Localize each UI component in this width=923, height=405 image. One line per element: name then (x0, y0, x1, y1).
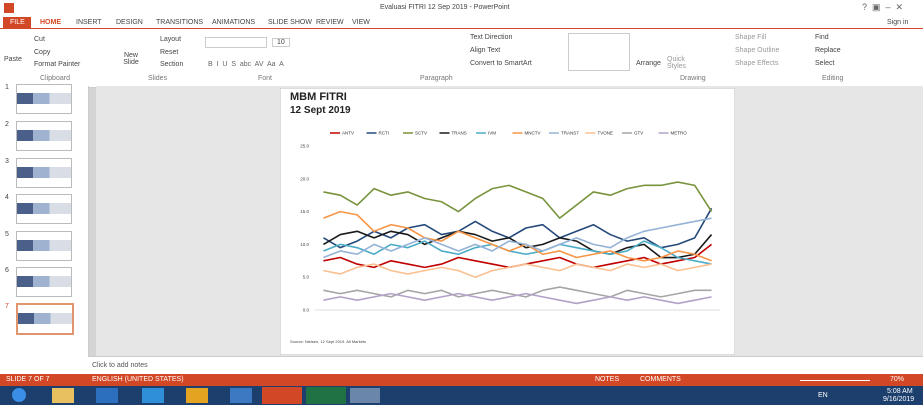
zoom-slider[interactable] (800, 380, 870, 381)
legend-label: IVM (488, 131, 496, 136)
ribbon-button[interactable]: Quick Styles (667, 56, 689, 70)
ribbon-button[interactable]: Shape Effects (735, 60, 778, 67)
ribbon-button[interactable]: Format Painter (34, 61, 80, 68)
status-comments[interactable]: COMMENTS (640, 376, 681, 383)
legend-label: TRANS (452, 131, 467, 136)
tab[interactable]: INSERT (76, 19, 102, 26)
taskbar-app[interactable] (142, 388, 164, 403)
taskbar-app[interactable] (186, 388, 208, 403)
ribbon-button[interactable]: Cut (34, 36, 45, 43)
tab[interactable]: SLIDE SHOW (268, 19, 312, 26)
tab[interactable]: ANIMATIONS (212, 19, 255, 26)
taskbar-time: 5:08 AM (887, 388, 913, 395)
font-size-box[interactable]: 10 (272, 38, 290, 47)
slide-thumbnail[interactable] (16, 303, 74, 335)
ribbon-button[interactable]: Shape Fill (735, 34, 766, 41)
status-notes[interactable]: NOTES (595, 376, 619, 383)
ribbon-button[interactable]: Section (160, 61, 183, 68)
taskbar-app[interactable] (350, 388, 380, 403)
status-slide: SLIDE 7 OF 7 (6, 376, 50, 383)
group-label: Editing (822, 75, 843, 82)
thumbnail-number: 4 (5, 194, 9, 201)
y-tick-label: 0.0 (303, 308, 310, 313)
slide-background (280, 88, 735, 355)
ribbon-button[interactable]: Replace (815, 47, 841, 54)
legend-label: TRANS7 (561, 131, 579, 136)
thumbnail-number: 3 (5, 158, 9, 165)
taskbar-app[interactable] (52, 388, 74, 403)
slide-thumbnail[interactable] (16, 84, 72, 114)
thumbnail-number: 1 (5, 84, 9, 91)
chart-source: Source: Nielsen, 12 Sept 2019. All Marke… (290, 339, 366, 344)
status-language[interactable]: ENGLISH (UNITED STATES) (92, 376, 184, 383)
ribbon-button[interactable]: New Slide (120, 52, 142, 66)
ribbon-button[interactable]: Copy (34, 49, 50, 56)
notes-pane[interactable] (88, 356, 923, 375)
ribbon-button[interactable]: Paste (4, 56, 22, 63)
legend-label: SCTV (415, 131, 427, 136)
slide-thumbnail[interactable] (16, 267, 72, 297)
slide-thumbnail[interactable] (16, 194, 72, 224)
font-buttons[interactable]: B I U S abc AV Aa A (208, 61, 284, 68)
font-box[interactable] (205, 37, 267, 48)
window-controls[interactable]: ? ▣ – ✕ (862, 2, 903, 13)
thumbnail-number: 7 (5, 303, 9, 310)
ribbon-button[interactable]: Text Direction (470, 34, 512, 41)
legend-label: METRO (671, 131, 688, 136)
status-zoom[interactable]: 70% (890, 376, 904, 383)
slide: MBM FITRI 12 Sept 2019 Source: Nielsen, … (280, 88, 735, 355)
tab[interactable]: DESIGN (116, 19, 143, 26)
tab[interactable]: HOME (40, 19, 61, 26)
y-tick-label: 25.0 (300, 144, 309, 149)
taskbar-app[interactable] (262, 387, 302, 404)
y-tick-label: 20.0 (300, 176, 309, 181)
ribbon-button[interactable]: Shape Outline (735, 47, 779, 54)
sign-in[interactable]: Sign in (887, 19, 908, 26)
app-icon (4, 3, 14, 13)
taskbar-app[interactable] (230, 388, 252, 403)
y-tick-label: 5.0 (303, 275, 310, 280)
ribbon-button[interactable]: Find (815, 34, 829, 41)
start-button[interactable] (12, 388, 26, 402)
slide-thumbnail[interactable] (16, 121, 72, 151)
thumbnail-number: 5 (5, 231, 9, 238)
tab[interactable]: REVIEW (316, 19, 344, 26)
taskbar-date: 9/16/2019 (883, 396, 914, 403)
thumbnail-number: 6 (5, 267, 9, 274)
legend-label: RCTI (379, 131, 390, 136)
ribbon-button[interactable]: Select (815, 60, 834, 67)
group-label: Font (258, 75, 272, 82)
thumbnail-number: 2 (5, 121, 9, 128)
taskbar-app[interactable] (306, 387, 346, 404)
y-tick-label: 10.0 (300, 242, 309, 247)
group-label: Slides (148, 75, 167, 82)
legend-label: GTV (634, 131, 643, 136)
shapes-gallery[interactable] (568, 33, 630, 71)
window-title: Evaluasi FITRI 12 Sep 2019 - PowerPoint (380, 4, 510, 11)
chart-title: MBM FITRI (290, 91, 347, 103)
ribbon-button[interactable]: Convert to SmartArt (470, 60, 532, 67)
slide-thumbnail[interactable] (16, 158, 72, 188)
powerpoint-window: Evaluasi FITRI 12 Sep 2019 - PowerPoint … (0, 0, 923, 405)
legend-label: TVONE (598, 131, 614, 136)
legend-label: ANTV (342, 131, 354, 136)
y-tick-label: 15.0 (300, 209, 309, 214)
ribbon-button[interactable]: Layout (160, 36, 181, 43)
tab[interactable]: VIEW (352, 19, 370, 26)
tab[interactable]: TRANSITIONS (156, 19, 203, 26)
group-label: Drawing (680, 75, 706, 82)
slide-thumbnail[interactable] (16, 231, 72, 261)
legend-label: MNCTV (525, 131, 541, 136)
group-label: Paragraph (420, 75, 453, 82)
chart-subtitle: 12 Sept 2019 (290, 105, 351, 116)
taskbar-language[interactable]: EN (818, 392, 828, 399)
notes-placeholder[interactable]: Click to add notes (92, 362, 148, 369)
ribbon-button[interactable]: Align Text (470, 47, 500, 54)
taskbar-app[interactable] (96, 388, 118, 403)
tab[interactable]: FILE (10, 19, 25, 26)
ribbon-button[interactable]: Arrange (636, 60, 661, 67)
group-label: Clipboard (40, 75, 70, 82)
taskbar (0, 386, 923, 405)
ribbon-button[interactable]: Reset (160, 49, 178, 56)
